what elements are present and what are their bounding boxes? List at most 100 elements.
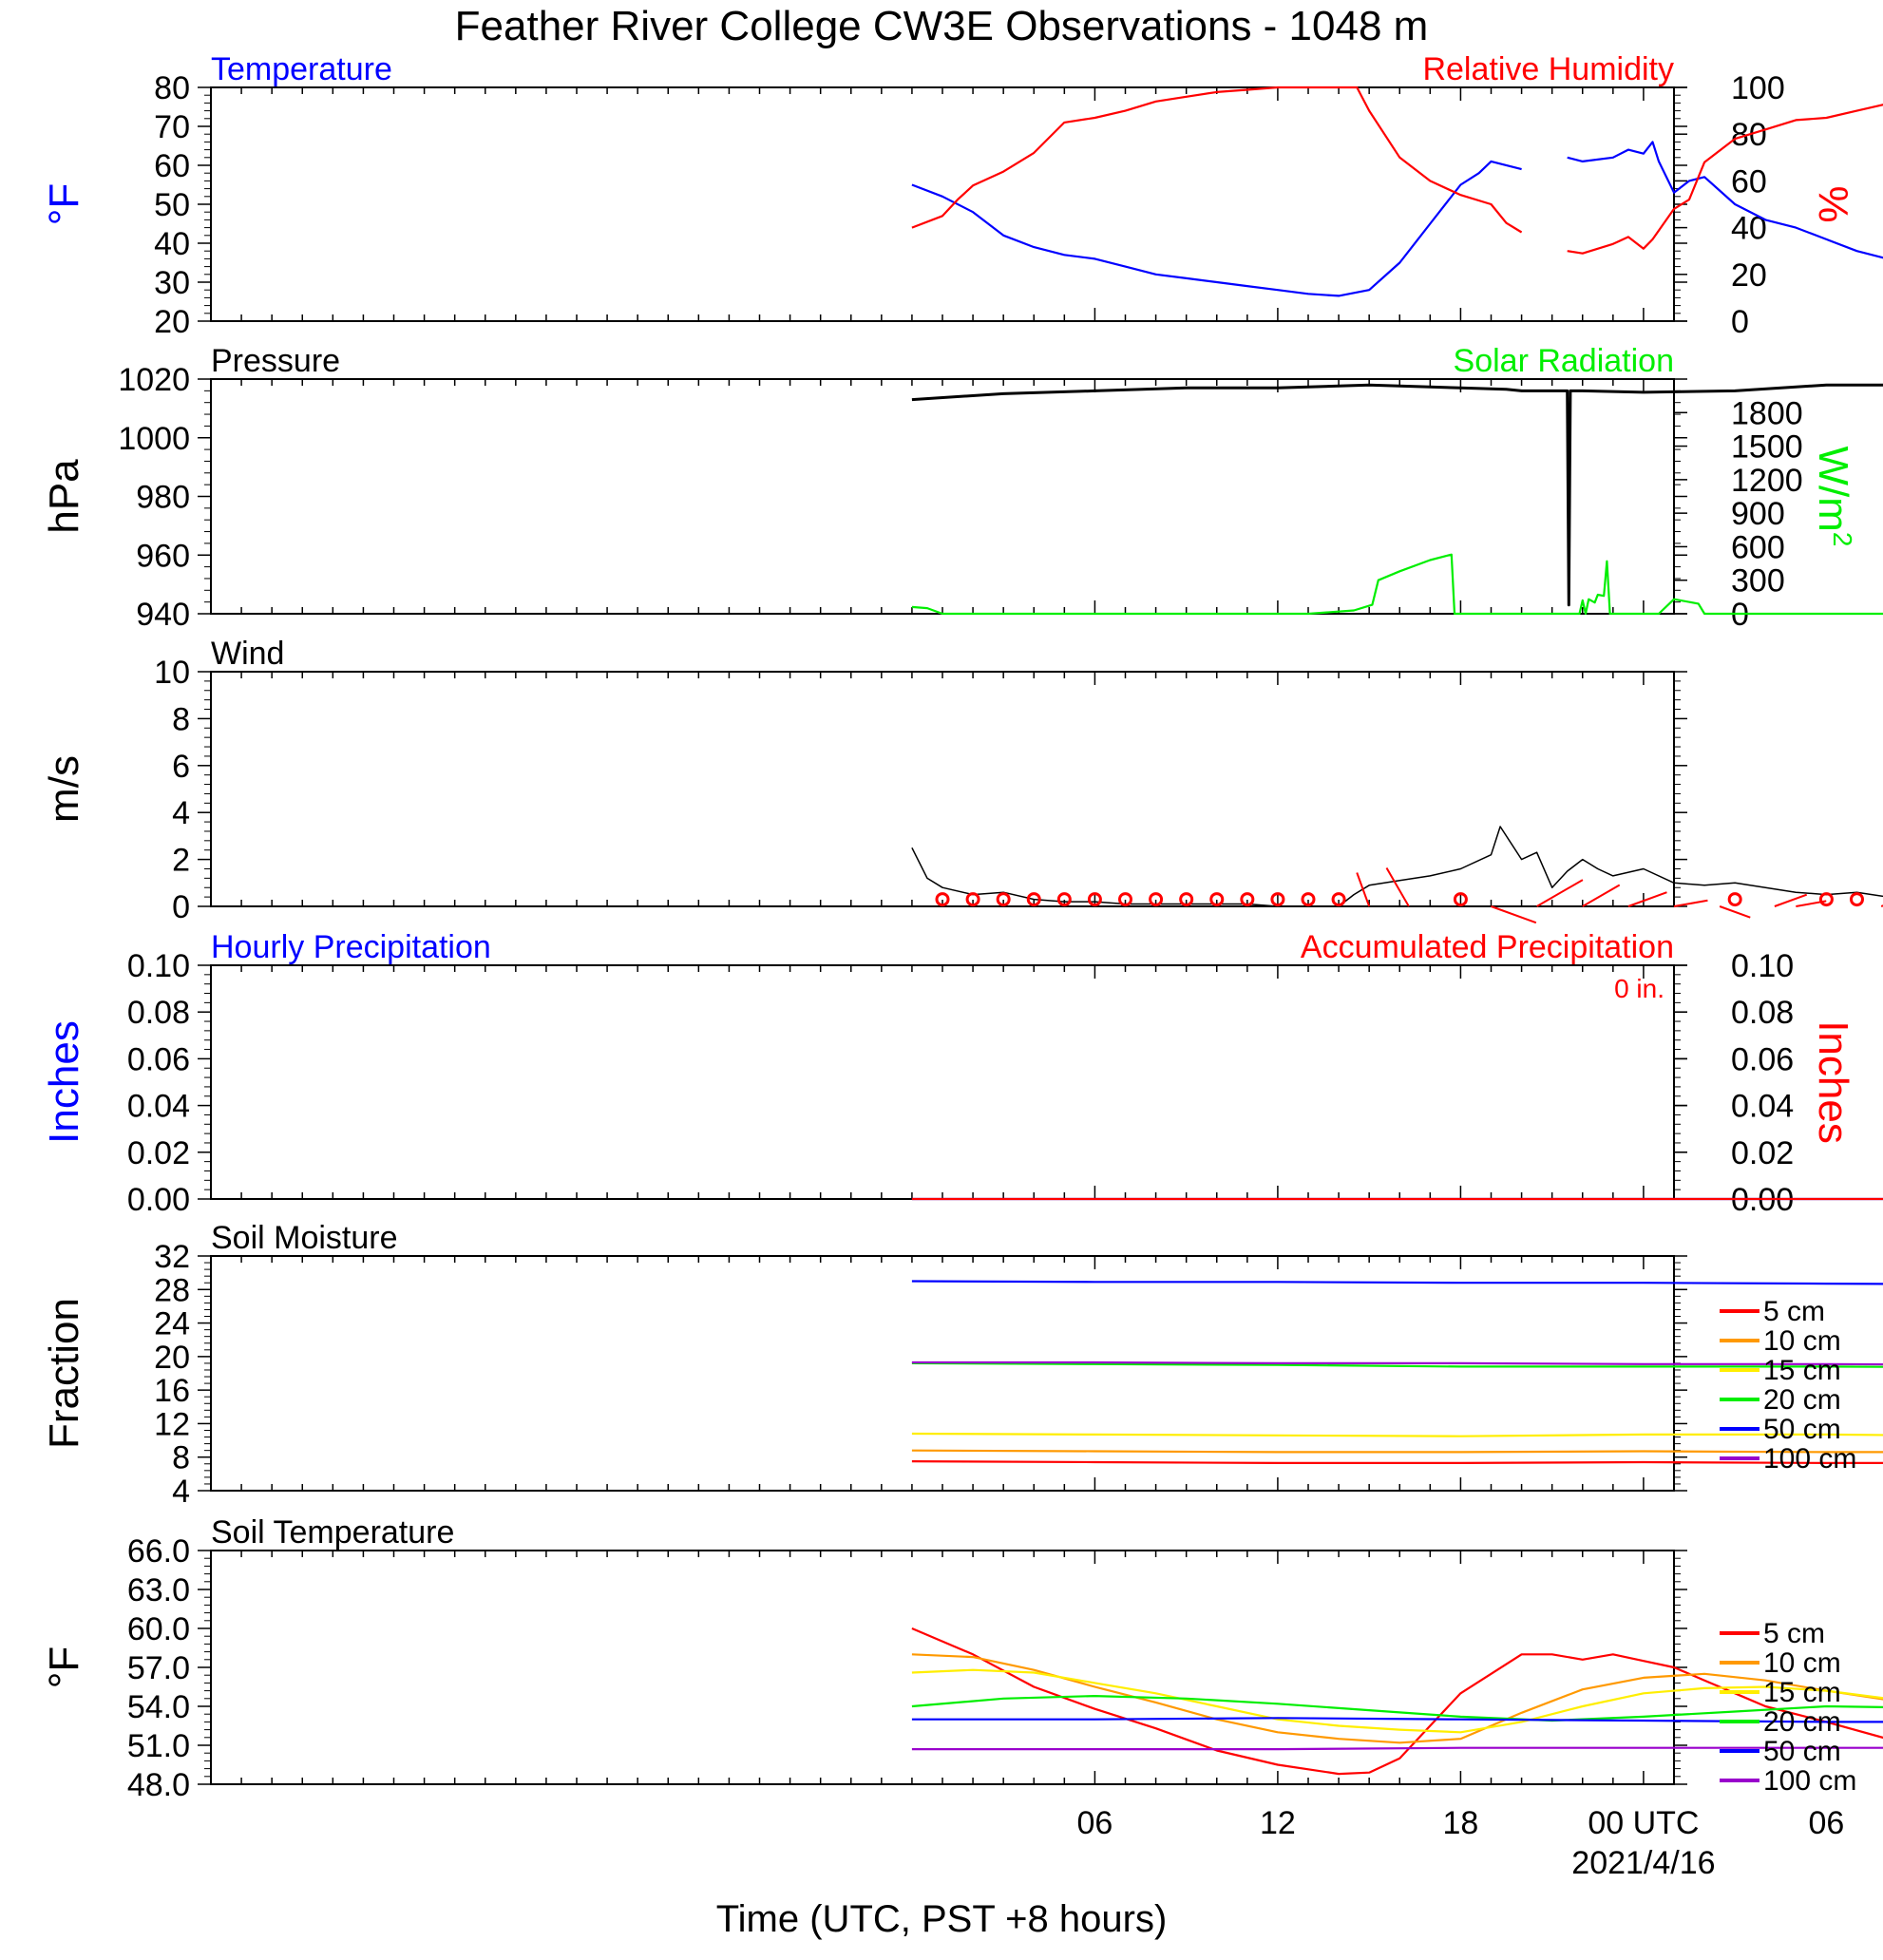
- calm-wind-marker: [996, 892, 1011, 907]
- legend-label: 15 cm: [1763, 1677, 1841, 1708]
- accumulation-annotation: 0 in.: [1614, 974, 1664, 1003]
- y-tick-label-right: 1500: [1731, 429, 1803, 466]
- y-axis-title-right: %: [1810, 185, 1856, 222]
- panel-title-right: Accumulated Precipitation: [1301, 929, 1674, 965]
- x-tick-label: 12: [1260, 1805, 1296, 1841]
- panel-title-left: Pressure: [211, 343, 340, 379]
- y-tick-label-left: 8: [172, 1440, 190, 1476]
- wind-barb: [1491, 905, 1537, 924]
- y-tick-label-left: 12: [154, 1406, 190, 1442]
- wind-barb: [1719, 905, 1751, 919]
- figure-title: Feather River College CW3E Observations …: [455, 3, 1429, 49]
- panel-title-left: Wind: [211, 636, 284, 672]
- y-tick-label-left: 0: [172, 889, 190, 925]
- series-line-relative-humidity: [911, 86, 1883, 255]
- y-tick-label-left: 28: [154, 1272, 190, 1308]
- series-line-20-cm: [911, 1695, 1883, 1722]
- y-tick-label-left: 20: [154, 304, 190, 340]
- wind-barb: [1673, 899, 1708, 907]
- legend-label: 5 cm: [1763, 1296, 1825, 1327]
- legend-label: 20 cm: [1763, 1706, 1841, 1738]
- legend-label: 20 cm: [1763, 1384, 1841, 1416]
- y-tick-label-right: 0.02: [1731, 1135, 1794, 1171]
- y-tick-label-left: 54.0: [127, 1689, 190, 1725]
- y-tick-label-left: 4: [172, 795, 190, 831]
- y-tick-label-left: 20: [154, 1340, 190, 1376]
- series-line-10-cm: [911, 1449, 1883, 1454]
- calm-wind-marker: [1087, 892, 1102, 907]
- calm-wind-marker: [1270, 892, 1285, 907]
- calm-wind-marker: [1149, 892, 1164, 907]
- panel-title-left: Soil Moisture: [211, 1220, 398, 1256]
- y-tick-label-left: 51.0: [127, 1728, 190, 1764]
- series-line-50-cm: [911, 1717, 1883, 1723]
- series-line-20-cm: [911, 1361, 1883, 1368]
- y-tick-label-left: 0.00: [127, 1182, 190, 1218]
- y-tick-label-left: 10: [154, 655, 190, 691]
- plot-frame: [210, 1255, 1675, 1492]
- y-tick-label-left: 940: [136, 597, 190, 633]
- y-axis-title-right: W/m2: [1810, 447, 1858, 547]
- x-date-label: 2021/4/16: [1571, 1845, 1715, 1881]
- calm-wind-marker: [935, 892, 950, 907]
- y-tick-label-left: 80: [154, 70, 190, 106]
- wind-barb: [1536, 879, 1584, 907]
- calm-wind-marker: [1209, 892, 1225, 907]
- y-axis-title-right: Inches: [1810, 1020, 1856, 1144]
- y-tick-label-left: 70: [154, 109, 190, 145]
- y-tick-label-right: 40: [1731, 211, 1767, 247]
- legend-label: 10 cm: [1763, 1325, 1841, 1357]
- calm-wind-marker: [1240, 892, 1255, 907]
- y-tick-label-left: 980: [136, 480, 190, 516]
- series-line-pressure: [911, 383, 1883, 607]
- y-tick-label-left: 0.02: [127, 1135, 190, 1171]
- y-tick-label-left: 960: [136, 538, 190, 574]
- y-tick-label-right: 1200: [1731, 463, 1803, 499]
- y-tick-label-left: 0.08: [127, 995, 190, 1031]
- legend-label: 100 cm: [1763, 1765, 1856, 1797]
- y-axis-title-right-text: %: [1810, 185, 1856, 222]
- y-axis-title-right-sup: 2: [1829, 532, 1858, 547]
- y-tick-label-left: 24: [154, 1306, 190, 1342]
- y-tick-label-left: 4: [172, 1474, 190, 1510]
- legend-label: 50 cm: [1763, 1736, 1841, 1767]
- y-tick-label-right: 300: [1731, 563, 1785, 599]
- y-tick-label-right: 100: [1731, 70, 1785, 106]
- plot-frame: [210, 964, 1675, 1200]
- y-axis-title-left: hPa: [41, 459, 87, 534]
- plot-frame: [210, 86, 1675, 322]
- series-line-10-cm: [911, 1653, 1883, 1744]
- x-tick-label: 18: [1443, 1805, 1479, 1841]
- series-line-15-cm: [911, 1432, 1883, 1437]
- legend-label: 5 cm: [1763, 1618, 1825, 1649]
- wind-barb: [1627, 891, 1667, 907]
- calm-wind-marker: [1056, 892, 1072, 907]
- legend-label: 50 cm: [1763, 1414, 1841, 1445]
- y-tick-label-left: 8: [172, 701, 190, 737]
- wind-barb: [1796, 900, 1827, 907]
- series-line-5-cm: [911, 1460, 1883, 1464]
- series-line-temperature: [911, 141, 1883, 297]
- y-tick-label-right: 1800: [1731, 395, 1803, 431]
- calm-wind-marker: [1453, 892, 1468, 907]
- y-tick-label-right: 0.06: [1731, 1041, 1794, 1077]
- y-axis-title-left: °F: [41, 183, 87, 225]
- legend-label: 15 cm: [1763, 1355, 1841, 1386]
- calm-wind-marker: [1026, 892, 1041, 907]
- y-tick-label-left: 1000: [118, 421, 190, 457]
- plot-frame: [210, 671, 1675, 907]
- y-tick-label-left: 63.0: [127, 1572, 190, 1608]
- calm-wind-marker: [1727, 892, 1742, 907]
- y-tick-label-right: 900: [1731, 496, 1785, 532]
- series-line-solar-radiation: [911, 553, 1883, 616]
- calm-wind-marker: [1331, 892, 1346, 907]
- wind-barb: [1385, 866, 1410, 907]
- y-axis-title-right-text: Inches: [1810, 1020, 1856, 1144]
- plot-frame: [210, 378, 1675, 615]
- y-tick-label-left: 57.0: [127, 1650, 190, 1686]
- calm-wind-marker: [1118, 892, 1132, 907]
